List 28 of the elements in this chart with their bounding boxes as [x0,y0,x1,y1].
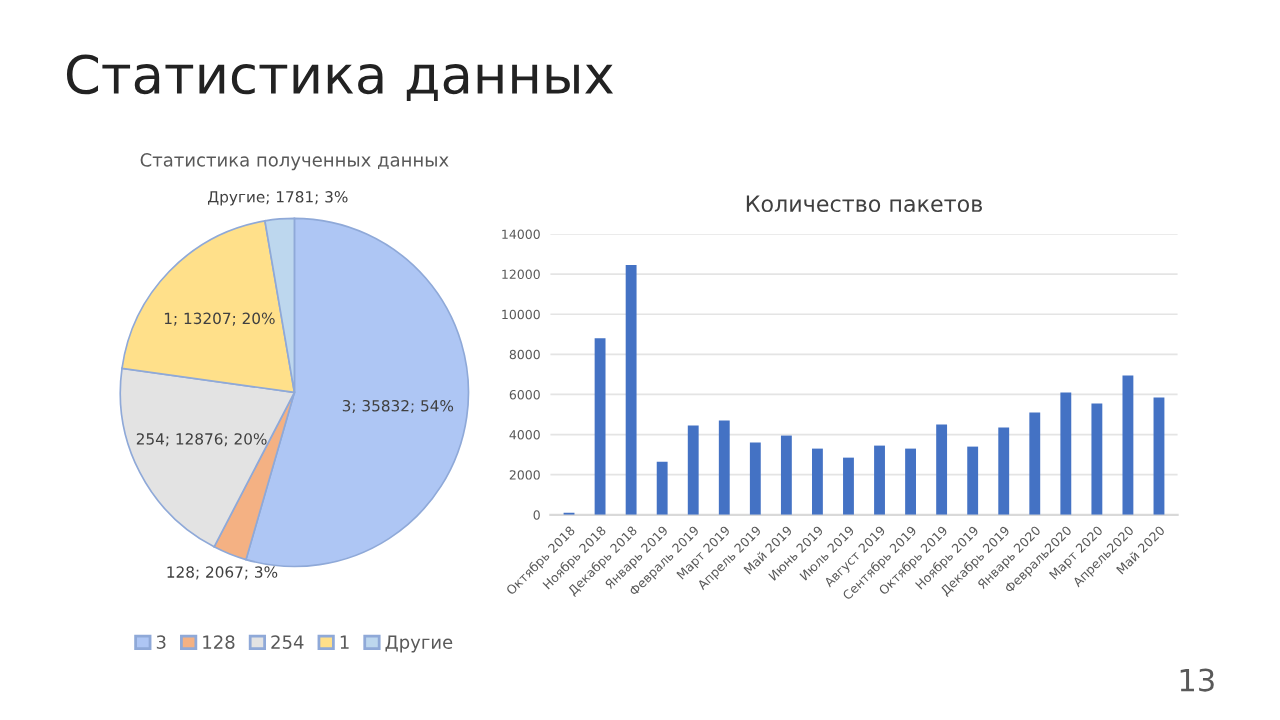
bar [936,424,948,515]
bar [749,442,761,515]
chart-title: Статистика данных [66,54,614,101]
bar [874,445,885,515]
bar [687,425,699,515]
legend-label: Другие [385,635,453,653]
chart-title: Количество пакетов [746,195,982,213]
bar [843,457,854,515]
legend-label: 3 [156,635,166,649]
bar [594,338,606,515]
bar [1060,392,1072,515]
bar [1122,375,1134,515]
text: 13 [1180,668,1214,692]
bar [905,448,917,515]
bar [1029,412,1041,515]
bar [998,427,1010,515]
bar [1091,403,1103,515]
bar [718,420,730,515]
bar [625,265,637,515]
legend-label: 254 [271,635,304,649]
bar [967,446,979,515]
bar [780,435,792,515]
bar [811,448,823,515]
legend-label: 128 [203,635,235,649]
bar [1153,397,1165,515]
chart-subtitle: Статистика полученных данных [140,153,449,171]
legend-label: 1 [340,635,349,649]
bar [656,461,668,515]
